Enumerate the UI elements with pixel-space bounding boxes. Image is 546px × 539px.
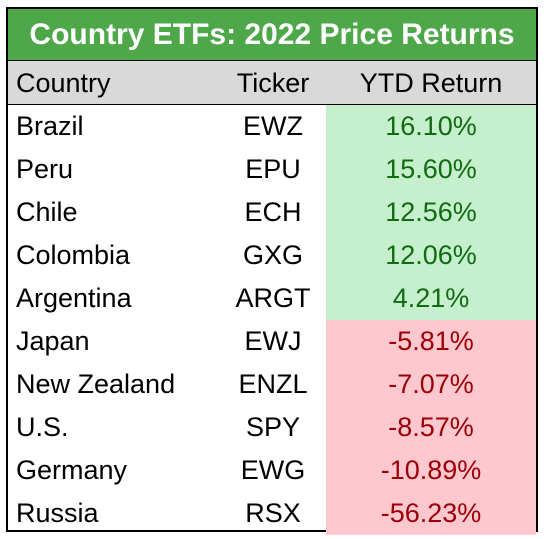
ytd-return-cell: 15.60% [326, 148, 536, 191]
table-row: U.S. SPY -8.57% [8, 406, 536, 449]
header-row: Country Ticker YTD Return [8, 61, 536, 105]
country-cell: U.S. [16, 412, 69, 442]
table-row: Peru EPU 15.60% [8, 148, 536, 191]
header-ticker: Ticker [236, 68, 310, 98]
table-row: Germany EWG -10.89% [8, 449, 536, 492]
ticker-cell: SPY [245, 412, 301, 442]
ticker-cell: EWG [240, 455, 306, 485]
country-cell: Germany [16, 455, 128, 485]
ytd-return-cell: -5.81% [326, 320, 536, 363]
ticker-cell: RSX [245, 498, 301, 528]
country-cell: New Zealand [16, 369, 176, 399]
ytd-return-cell: -10.89% [326, 449, 536, 492]
ytd-return-cell: 12.06% [326, 234, 536, 277]
country-cell: Russia [16, 498, 99, 528]
ytd-return-cell: -7.07% [326, 363, 536, 406]
ytd-return-cell: -8.57% [326, 406, 536, 449]
table-row: Russia RSX -56.23% [8, 492, 536, 535]
table-row: Argentina ARGT 4.21% [8, 277, 536, 320]
header-country: Country [16, 68, 111, 98]
table-body: Brazil EWZ 16.10% Peru EPU 15.60% Chile … [8, 105, 536, 535]
country-cell: Chile [16, 197, 78, 227]
country-cell: Argentina [16, 283, 132, 313]
ticker-cell: ENZL [238, 369, 308, 399]
ytd-return-cell: 4.21% [326, 277, 536, 320]
country-cell: Colombia [16, 240, 131, 270]
ticker-cell: GXG [242, 240, 303, 270]
table-row: Japan EWJ -5.81% [8, 320, 536, 363]
country-cell: Japan [16, 326, 90, 356]
ytd-return-cell: 16.10% [326, 105, 536, 148]
table-row: Colombia GXG 12.06% [8, 234, 536, 277]
etf-returns-table: Country ETFs: 2022 Price Returns Country… [6, 7, 538, 535]
ytd-return-cell: -56.23% [326, 492, 536, 535]
table-row: Chile ECH 12.56% [8, 191, 536, 234]
table-title: Country ETFs: 2022 Price Returns [8, 9, 536, 61]
header-ytd-return: YTD Return [359, 68, 503, 98]
ticker-cell: EWJ [244, 326, 302, 356]
table-row: Brazil EWZ 16.10% [8, 105, 536, 148]
ytd-return-cell: 12.56% [326, 191, 536, 234]
ticker-cell: EWZ [243, 111, 303, 141]
ticker-cell: ARGT [235, 283, 311, 313]
country-cell: Peru [16, 154, 74, 184]
ticker-cell: ECH [244, 197, 302, 227]
table-row: New Zealand ENZL -7.07% [8, 363, 536, 406]
country-cell: Brazil [16, 111, 84, 141]
ticker-cell: EPU [245, 154, 301, 184]
